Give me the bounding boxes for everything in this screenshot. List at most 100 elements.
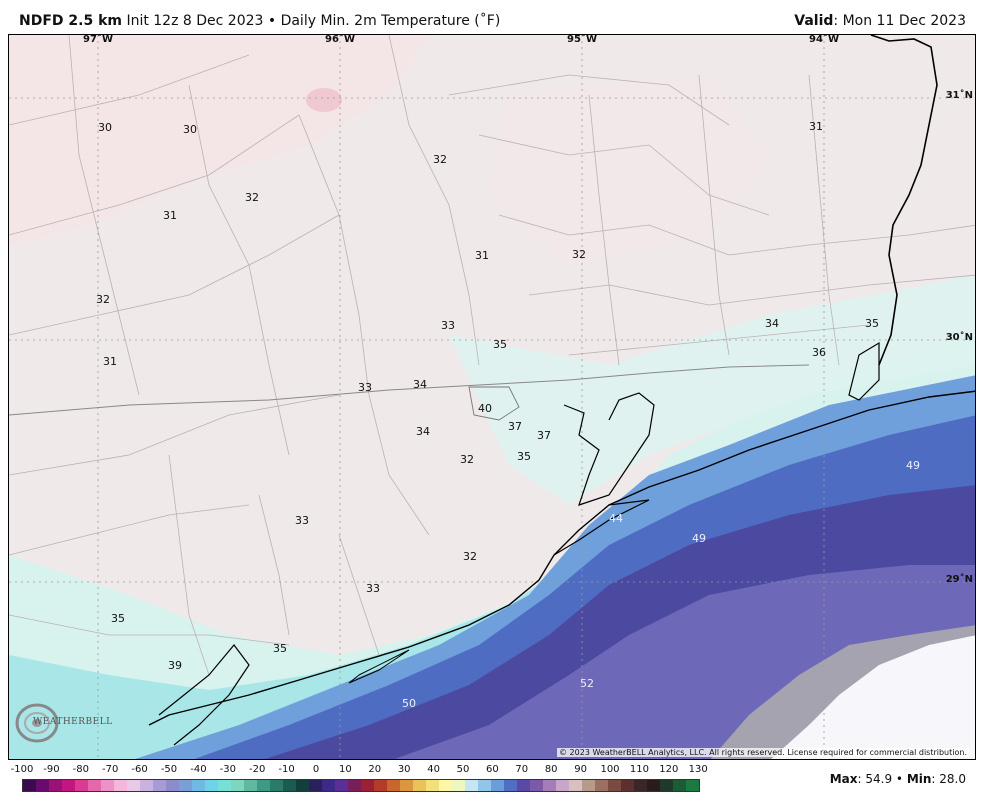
value-label: 33 bbox=[358, 381, 372, 394]
colorbar-swatch bbox=[101, 780, 114, 791]
sea-white bbox=[771, 635, 975, 759]
colorbar-swatch bbox=[36, 780, 49, 791]
longitude-label: 97˚W bbox=[83, 34, 113, 45]
weatherbell-logo: WEATHERBELL bbox=[13, 699, 112, 745]
colorbar-tick-label: 20 bbox=[368, 764, 382, 775]
colorbar-swatch bbox=[348, 780, 361, 791]
value-label: 31 bbox=[809, 120, 823, 133]
colorbar-tick-label: -20 bbox=[249, 764, 266, 775]
value-label: 33 bbox=[366, 582, 380, 595]
colorbar-swatch bbox=[114, 780, 127, 791]
colorbar-tick-label: 130 bbox=[688, 764, 708, 775]
colorbar-tick-label: 40 bbox=[427, 764, 440, 775]
value-label: 40 bbox=[478, 402, 492, 415]
colorbar-swatch bbox=[621, 780, 634, 791]
colorbar-tick-label: -60 bbox=[131, 764, 148, 775]
colorbar-swatch bbox=[309, 780, 322, 791]
colorbar-swatch bbox=[153, 780, 166, 791]
latitude-label: 30˚N bbox=[945, 332, 973, 343]
land-patch-east bbox=[489, 75, 769, 265]
colorbar-tick-label: 30 bbox=[397, 764, 411, 775]
colorbar-swatch bbox=[335, 780, 348, 791]
latitude-label: 31˚N bbox=[945, 90, 973, 101]
colorbar-tick-label: -70 bbox=[102, 764, 119, 775]
colorbar-tick-label: 110 bbox=[629, 764, 649, 775]
colorbar-tick-label: 0 bbox=[312, 764, 320, 775]
value-label: 44 bbox=[609, 512, 623, 525]
colorbar-swatch bbox=[686, 780, 699, 791]
colorbar-swatch bbox=[62, 780, 75, 791]
state-border bbox=[870, 35, 938, 366]
value-label: 49 bbox=[692, 532, 706, 545]
sabine-lake bbox=[848, 341, 880, 401]
value-label: 32 bbox=[433, 153, 447, 166]
colorbar-tick-label: -90 bbox=[43, 764, 60, 775]
copyright-notice: © 2023 WeatherBELL Analytics, LLC. All r… bbox=[557, 748, 969, 757]
colorbar-swatch bbox=[322, 780, 335, 791]
value-label: 30 bbox=[98, 121, 112, 134]
colorbar-swatch bbox=[647, 780, 660, 791]
colorbar-tick-label: 120 bbox=[659, 764, 679, 775]
colorbar-tick-label: -50 bbox=[160, 764, 178, 775]
colorbar-swatch bbox=[426, 780, 439, 791]
longitude-label: 95˚W bbox=[567, 34, 597, 45]
colorbar-swatch bbox=[400, 780, 413, 791]
max-label: Max bbox=[829, 772, 858, 786]
colorbar-tick-label: 70 bbox=[515, 764, 529, 775]
colorbar-tick-label: -30 bbox=[219, 764, 236, 775]
value-label: 35 bbox=[111, 612, 125, 625]
value-label: 34 bbox=[765, 317, 779, 330]
colorbar-swatch bbox=[517, 780, 530, 791]
value-label: 36 bbox=[812, 346, 826, 359]
colorbar-swatch bbox=[673, 780, 686, 791]
colorbar-swatch bbox=[192, 780, 205, 791]
colorbar-tick-label: -40 bbox=[190, 764, 207, 775]
map-panel[interactable]: 30 30 32 31 31 32 31 32 32 31 33 35 34 3… bbox=[8, 34, 976, 760]
colorbar-swatch bbox=[166, 780, 179, 791]
coastline bbox=[148, 390, 975, 726]
colorbar-swatch bbox=[608, 780, 621, 791]
colorbar-swatch bbox=[374, 780, 387, 791]
houston-loop bbox=[468, 386, 520, 421]
colorbar-swatch bbox=[218, 780, 231, 791]
max-min-stats: Max: 54.9 • Min: 28.0 bbox=[830, 772, 966, 786]
colorbar-labels: -100 -90 -80 -70 -60 -50 -40 -30 -20 -10 0 10 20 30 40… bbox=[0, 764, 720, 778]
logo-swirl-icon bbox=[15, 703, 59, 743]
galveston-bay bbox=[563, 392, 655, 506]
colorbar-swatch bbox=[660, 780, 673, 791]
station-values: 30 30 32 31 31 32 31 32 32 31 33 35 34 3… bbox=[96, 120, 920, 710]
value-label: 37 bbox=[508, 420, 522, 433]
galveston-island bbox=[553, 499, 650, 556]
colorbar-swatch bbox=[75, 780, 88, 791]
colorbar-swatch bbox=[140, 780, 153, 791]
matagorda-bay bbox=[158, 644, 250, 746]
valid-value: : Mon 11 Dec 2023 bbox=[833, 13, 966, 29]
colorbar-swatch bbox=[504, 780, 517, 791]
value-label: 32 bbox=[245, 191, 259, 204]
logo-text: WEATHERBELL bbox=[33, 717, 113, 727]
warm-spot bbox=[306, 88, 342, 112]
colorbar-swatch bbox=[556, 780, 569, 791]
value-label: 37 bbox=[537, 429, 551, 442]
colorbar-swatch bbox=[387, 780, 400, 791]
min-label: Min bbox=[906, 772, 932, 786]
colorbar-tick-label: -80 bbox=[72, 764, 89, 775]
colorbar-swatch bbox=[179, 780, 192, 791]
colorbar-swatch bbox=[439, 780, 452, 791]
value-label: 30 bbox=[183, 123, 197, 136]
value-label: 32 bbox=[460, 453, 474, 466]
colorbar-swatch bbox=[231, 780, 244, 791]
colorbar-swatch bbox=[530, 780, 543, 791]
colorbar-swatch bbox=[361, 780, 374, 791]
colorbar-swatch bbox=[127, 780, 140, 791]
value-label: 34 bbox=[413, 378, 427, 391]
valid-label: Valid bbox=[794, 13, 834, 29]
value-label: 50 bbox=[402, 697, 416, 710]
value-label: 35 bbox=[493, 338, 507, 351]
colorbar-swatch bbox=[569, 780, 582, 791]
colorbar-swatch bbox=[413, 780, 426, 791]
colorbar-swatch bbox=[543, 780, 556, 791]
colorbar-swatch bbox=[491, 780, 504, 791]
colorbar-swatch bbox=[582, 780, 595, 791]
colorbar-tick-label: 80 bbox=[544, 764, 558, 775]
